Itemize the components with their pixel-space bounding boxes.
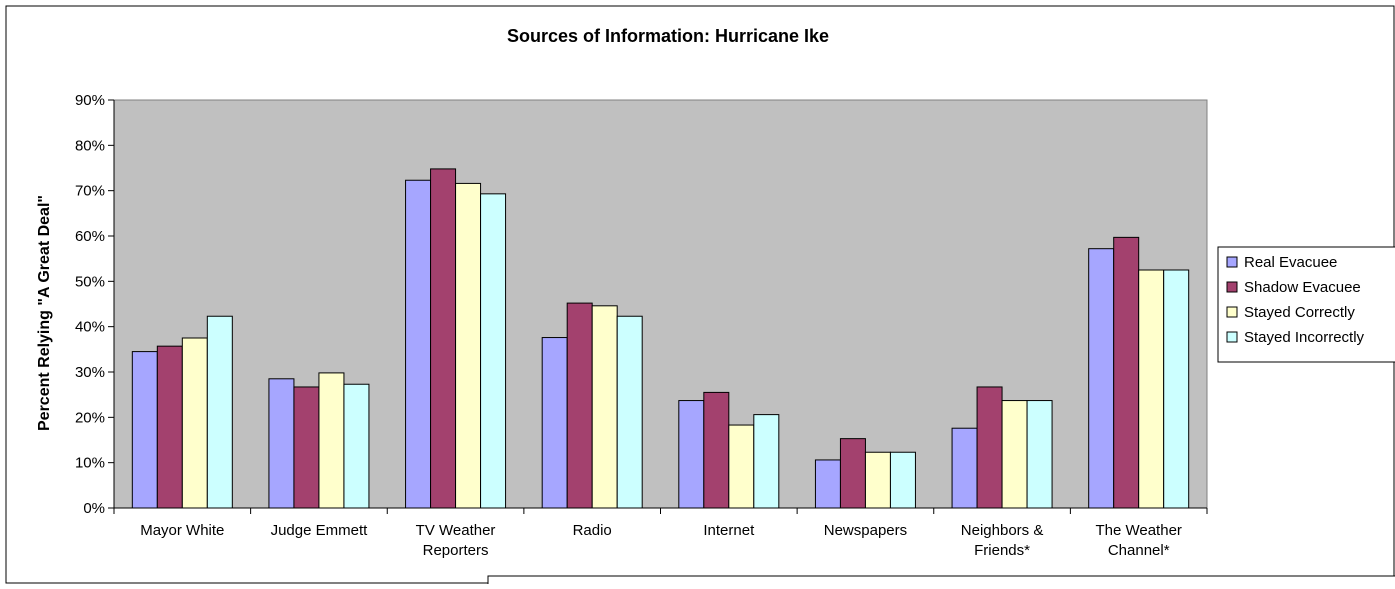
x-tick-label: Friends* [974, 542, 1030, 559]
legend-swatch [1226, 281, 1238, 293]
x-tick-label: Newspapers [824, 522, 907, 539]
bar [566, 302, 593, 509]
bar [268, 378, 295, 509]
x-tick-label: Judge Emmett [271, 522, 369, 539]
bar [814, 459, 841, 509]
bar [728, 424, 755, 509]
bar [318, 372, 345, 509]
bar [1138, 269, 1165, 509]
legend-label: Stayed Incorrectly [1244, 329, 1365, 346]
bar [591, 305, 618, 509]
legend-label: Shadow Evacuee [1244, 279, 1361, 296]
x-tick-label: Internet [703, 522, 755, 539]
y-axis-label: Percent Relying "A Great Deal" [36, 195, 53, 431]
legend-swatch [1226, 256, 1238, 268]
x-tick-label: Radio [573, 522, 612, 539]
bar [678, 400, 705, 509]
y-tick-label: 50% [75, 273, 105, 290]
bar [430, 168, 457, 509]
y-axis: 0% 10% 20% 30% 40% 50% 60% 70% 80% 90% [75, 92, 115, 517]
legend-label: Stayed Correctly [1244, 304, 1355, 321]
bars [131, 168, 1190, 509]
y-tick-label: 80% [75, 137, 105, 154]
legend: Real Evacuee Shadow Evacuee Stayed Correct… [1217, 246, 1395, 363]
bar [889, 451, 916, 509]
bar [156, 345, 183, 509]
y-tick-label: 70% [75, 183, 105, 200]
legend-box [1217, 246, 1395, 363]
y-tick-label: 60% [75, 228, 105, 245]
bar [455, 182, 482, 509]
bar [1026, 400, 1053, 509]
bar [181, 337, 208, 509]
bar [753, 414, 780, 509]
y-tick-label: 0% [83, 500, 105, 517]
bar [976, 386, 1003, 509]
bar [541, 337, 568, 509]
bar [1113, 236, 1140, 509]
bar [864, 451, 891, 509]
x-tick-label: Reporters [423, 542, 489, 559]
legend-swatch [1226, 306, 1238, 318]
y-tick-label: 20% [75, 409, 105, 426]
x-tick-label: Neighbors & [961, 522, 1044, 539]
bar [616, 315, 643, 509]
legend-label: Real Evacuee [1244, 254, 1337, 271]
chart-title: Sources of Information: Hurricane Ike [507, 26, 829, 46]
bar [480, 193, 507, 509]
x-axis: Mayor White Judge Emmett TV Weather Reporte… [113, 507, 1208, 559]
x-tick-label: Mayor White [140, 522, 224, 539]
bar [703, 391, 730, 509]
bar [131, 351, 158, 509]
bar [405, 179, 432, 509]
bar [1163, 269, 1190, 509]
x-tick-label: TV Weather [416, 522, 496, 539]
bar [206, 315, 233, 509]
bar [293, 386, 320, 509]
bar [1088, 248, 1115, 509]
y-tick-label: 90% [75, 92, 105, 109]
bar [839, 438, 866, 509]
y-tick-label: 10% [75, 455, 105, 472]
legend-swatch [1226, 331, 1238, 343]
y-tick-label: 40% [75, 319, 105, 336]
bar [343, 383, 370, 509]
text-box [487, 575, 1395, 589]
x-tick-label: Channel* [1108, 542, 1170, 559]
x-tick-label: The Weather [1095, 522, 1181, 539]
bar [1001, 400, 1028, 509]
bar [951, 427, 978, 509]
y-tick-label: 30% [75, 364, 105, 381]
